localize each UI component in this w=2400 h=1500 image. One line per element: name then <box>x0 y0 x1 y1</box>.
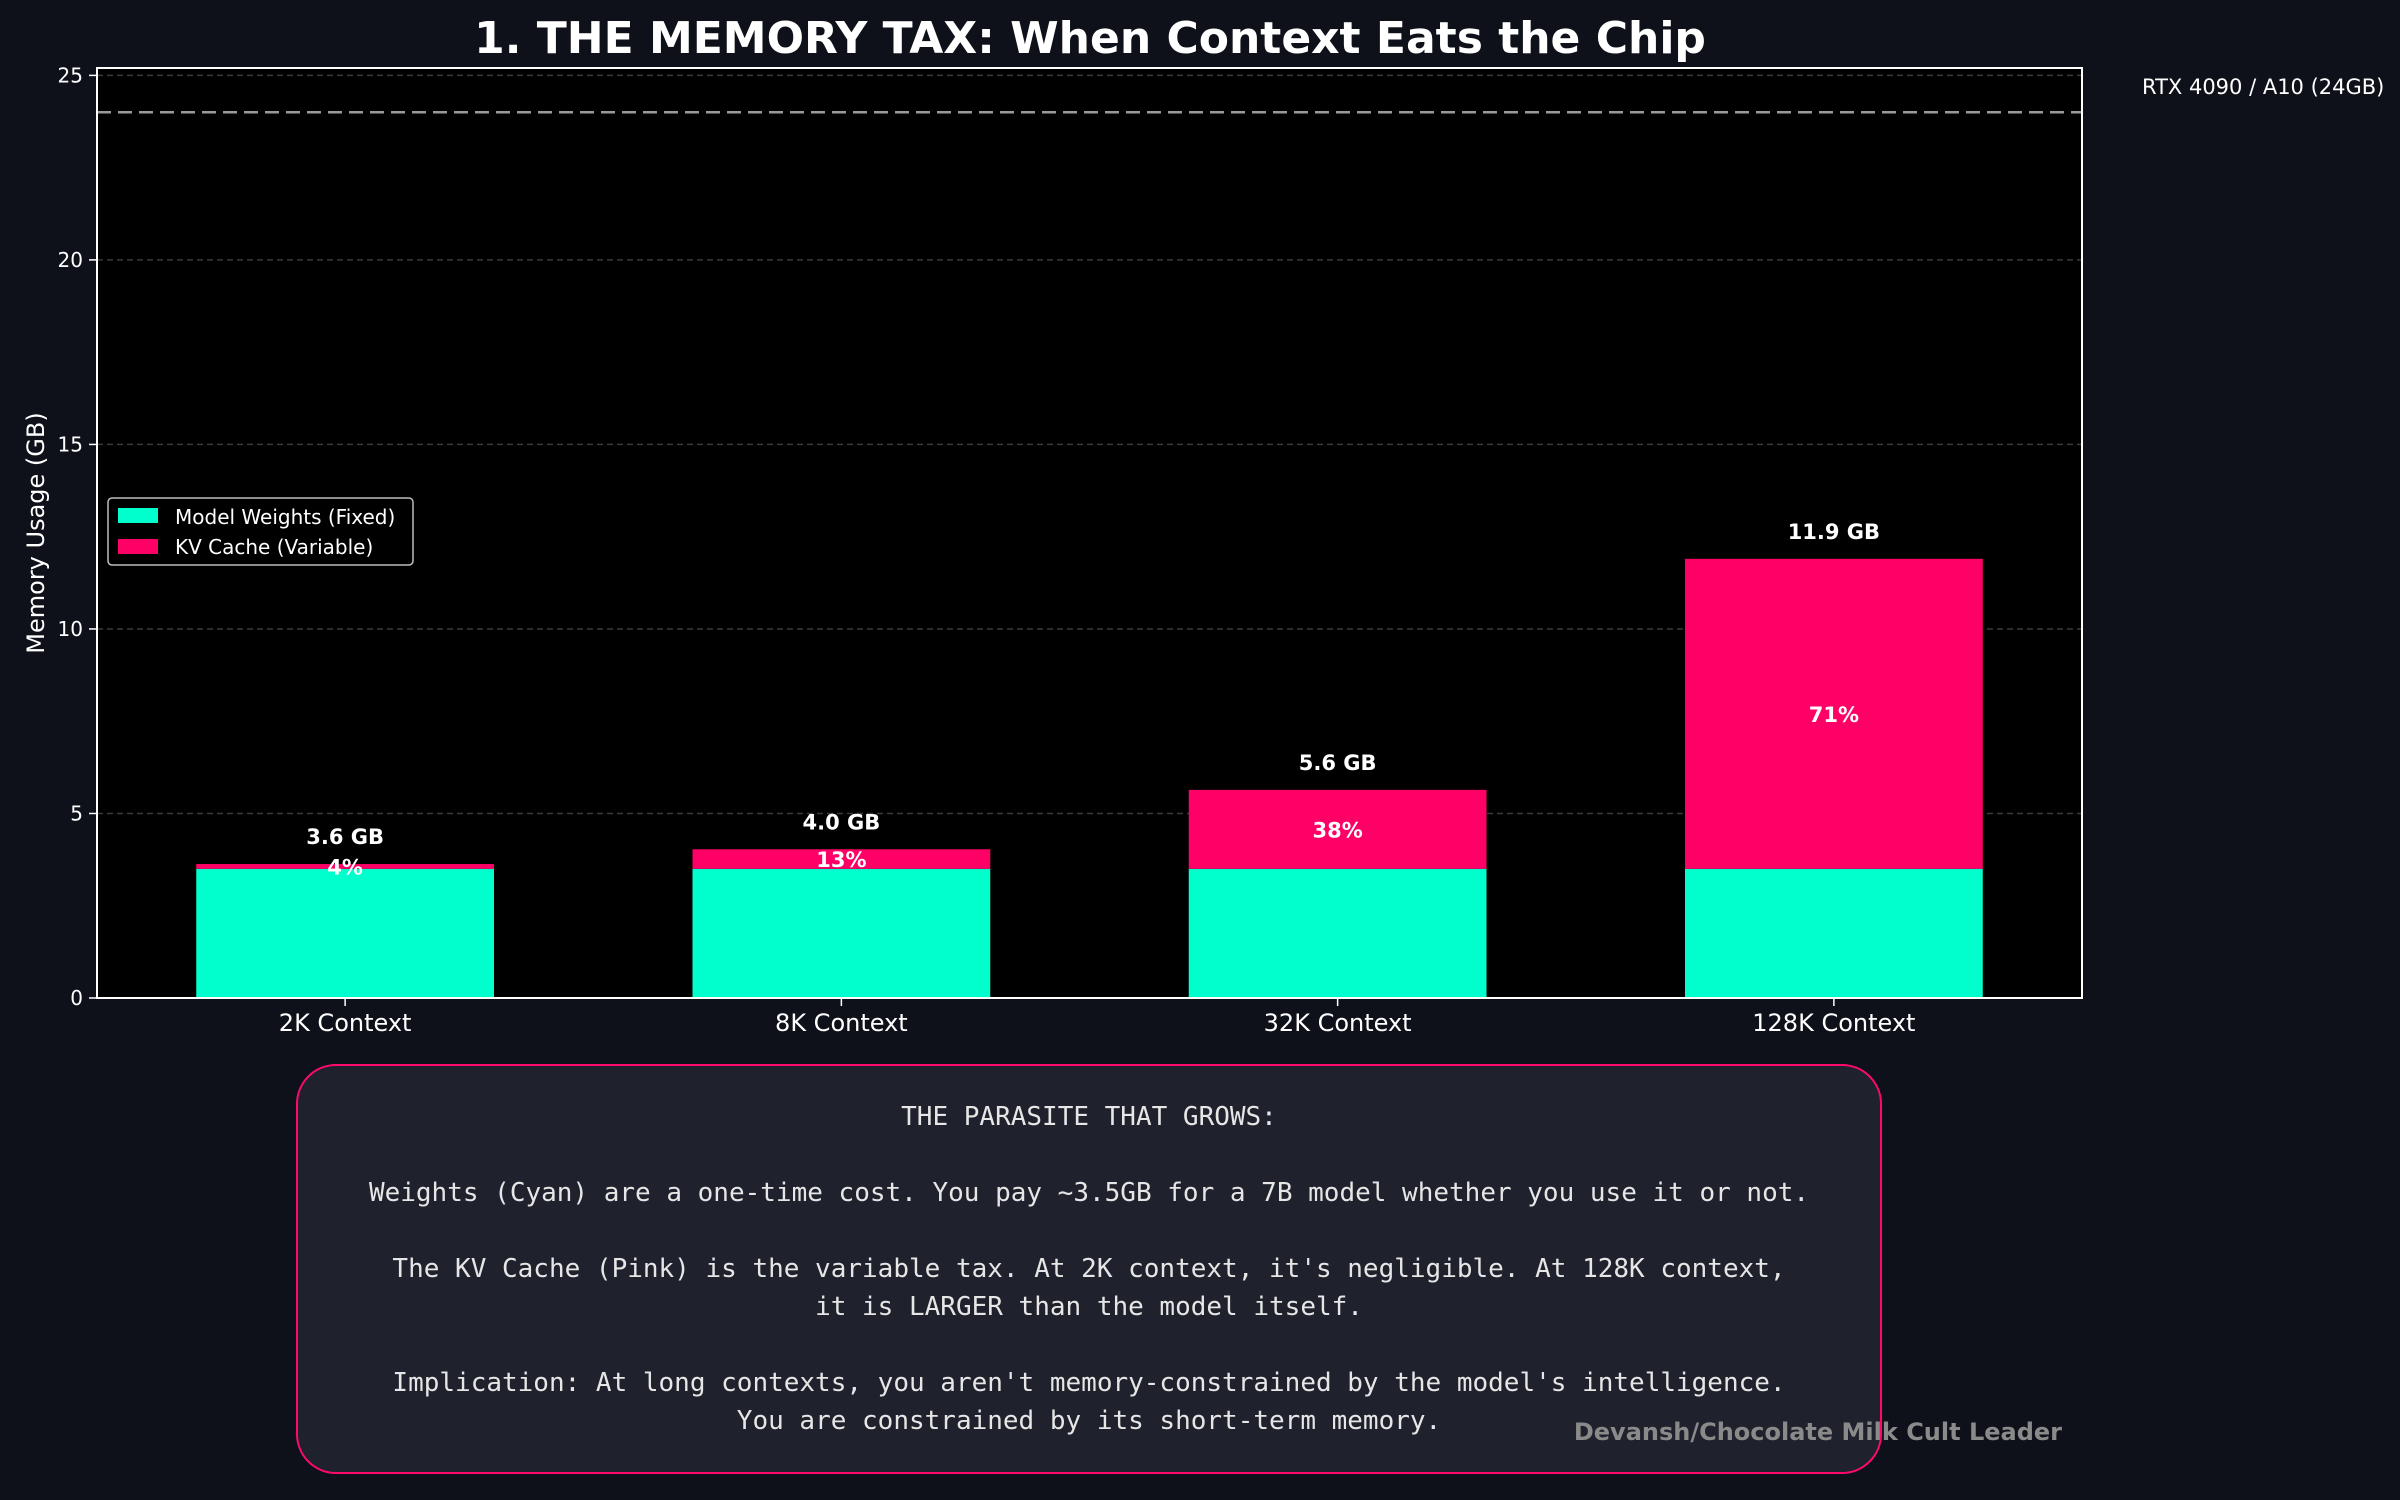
y-tick-label: 5 <box>70 801 83 825</box>
author-watermark: Devansh/Chocolate Milk Cult Leader <box>1573 1418 2062 1446</box>
bar-percent-label: 38% <box>1312 818 1362 842</box>
bar-percent-label: 71% <box>1809 703 1859 727</box>
bar-model-weights <box>692 868 991 998</box>
note-paragraph-implication: Implication: At long contexts, you aren'… <box>392 1368 1786 1436</box>
note-paragraph-weights: Weights (Cyan) are a one-time cost. You … <box>368 1178 1810 1208</box>
bar-model-weights <box>1685 868 1983 998</box>
legend-label-kv-cache: KV Cache (Variable) <box>175 535 373 559</box>
x-tick-label: 8K Context <box>775 1009 908 1037</box>
y-tick-label: 15 <box>58 432 83 456</box>
y-tick-label: 0 <box>70 986 83 1010</box>
note-heading: THE PARASITE THAT GROWS: <box>901 1102 1277 1132</box>
y-tick-label: 25 <box>58 63 83 87</box>
bar-percent-label: 4% <box>327 855 363 879</box>
bar-kv-cache <box>1685 558 1983 869</box>
bar-percent-label: 13% <box>816 848 866 872</box>
note-paragraph-kv-cache: The KV Cache (Pink) is the variable tax.… <box>392 1254 1786 1322</box>
x-tick-label: 128K Context <box>1752 1009 1915 1037</box>
insight-note: THE PARASITE THAT GROWS: Weights (Cyan) … <box>296 1064 1882 1474</box>
bar-total-label: 3.6 GB <box>306 825 384 849</box>
bar-total-label: 4.0 GB <box>802 810 880 834</box>
bar-total-label: 11.9 GB <box>1788 520 1880 544</box>
x-tick-label: 32K Context <box>1264 1009 1412 1037</box>
bar-model-weights <box>1188 868 1487 998</box>
y-tick-label: 20 <box>58 248 83 272</box>
legend-label-weights: Model Weights (Fixed) <box>175 505 395 529</box>
x-tick-label: 2K Context <box>279 1009 412 1037</box>
reference-line-label: RTX 4090 / A10 (24GB) <box>2142 75 2384 99</box>
bar-kv-cache <box>1188 789 1487 869</box>
plot-border <box>96 67 2083 999</box>
legend-swatch-weights <box>118 508 158 523</box>
bar-kv-cache <box>692 849 991 869</box>
legend-swatch-kv-cache <box>118 539 158 554</box>
bar-kv-cache <box>196 864 494 869</box>
bar-total-label: 5.6 GB <box>1299 751 1377 775</box>
bar-model-weights <box>196 868 494 998</box>
y-tick-label: 10 <box>58 617 83 641</box>
legend: Model Weights (Fixed) KV Cache (Variable… <box>107 497 414 566</box>
y-axis-label: Memory Usage (GB) <box>22 412 50 653</box>
legend-box <box>107 497 414 566</box>
chart-title: 1. THE MEMORY TAX: When Context Eats the… <box>474 13 1706 64</box>
